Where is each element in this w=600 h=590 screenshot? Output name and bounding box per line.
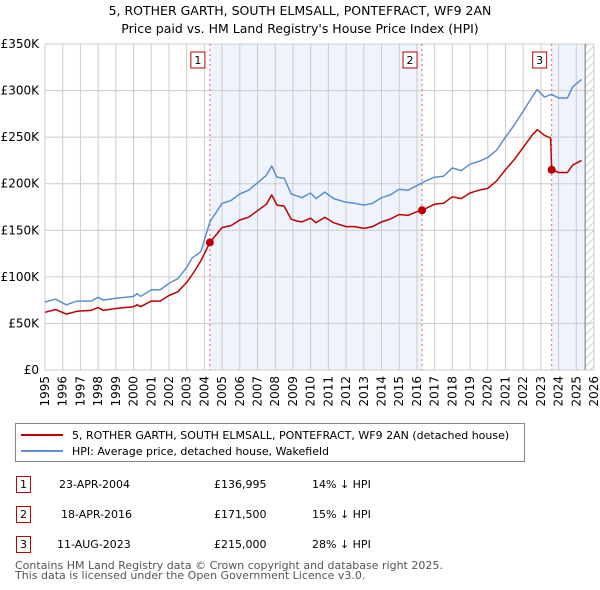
x-tick-label: 2008 — [268, 376, 282, 407]
y-tick-label: £300K — [1, 84, 41, 98]
y-tick-label: £150K — [1, 223, 41, 237]
x-tick-label: 2005 — [215, 376, 229, 407]
x-tick-label: 2015 — [392, 376, 406, 407]
x-tick-label: 2009 — [286, 376, 300, 407]
x-tick-label: 2023 — [534, 376, 548, 407]
table-row: 2 18-APR-2016 £171,500 15% ↓ HPI — [0, 506, 600, 526]
x-tick-label: 2026 — [587, 376, 600, 407]
x-tick-label: 2000 — [127, 376, 141, 407]
attribution-line-1: Contains HM Land Registry data © Crown c… — [15, 559, 443, 572]
x-tick-label: 1996 — [56, 376, 70, 407]
sale-marker-number: 1 — [194, 54, 201, 67]
x-tick-label: 2010 — [304, 376, 318, 407]
price-chart: £0 £50K £100K £150K £200K £250K £300K £350K 199… — [1, 37, 600, 407]
sale-price: £171,500 — [214, 508, 267, 521]
x-tick-label: 1995 — [38, 376, 52, 407]
sale-marker-box — [532, 51, 548, 69]
sale-point — [418, 206, 427, 215]
sale-date: 11-AUG-2023 — [57, 538, 131, 551]
x-tick-label: 2016 — [410, 376, 424, 407]
chart-title: 5, ROTHER GARTH, SOUTH ELMSALL, PONTEFRA… — [108, 3, 492, 18]
sale-number-badge: 1 — [16, 476, 31, 493]
sale-price: £215,000 — [214, 538, 267, 551]
y-tick-label: £0 — [24, 363, 39, 377]
x-tick-label: 1998 — [91, 376, 105, 407]
chart-legend: 5, ROTHER GARTH, SOUTH ELMSALL, PONTEFRA… — [15, 423, 525, 462]
attribution-line-2: This data is licensed under the Open Gov… — [15, 569, 366, 582]
x-tick-label: 2006 — [233, 376, 247, 407]
x-tick-label: 2013 — [357, 376, 371, 407]
legend-label-hpi: HPI: Average price, detached house, Wake… — [72, 444, 330, 458]
y-tick-label: £50K — [8, 316, 40, 330]
forecast-hatch — [585, 44, 594, 370]
sale-point — [205, 238, 214, 247]
x-tick-label: 2025 — [569, 376, 583, 407]
x-tick-label: 2018 — [445, 376, 459, 407]
sale-marker-label: 3 — [532, 51, 548, 69]
price-paid-line — [44, 128, 582, 315]
x-tick-label: 2004 — [197, 376, 211, 407]
y-tick-label: £350K — [1, 37, 41, 51]
x-tick-label: 2001 — [144, 376, 158, 407]
sale-marker-label: 2 — [402, 51, 418, 69]
sale-marker-number: 3 — [536, 54, 543, 67]
x-tick-label: 2020 — [481, 376, 495, 407]
x-tick-label: 2019 — [463, 376, 477, 407]
table-row: 1 23-APR-2004 £136,995 14% ↓ HPI — [0, 476, 600, 496]
sale-marker-label: 1 — [190, 51, 206, 69]
hpi-line — [44, 78, 583, 306]
y-tick-label: £100K — [1, 270, 41, 284]
sale-marker-box — [190, 51, 206, 69]
x-tick-label: 2007 — [251, 376, 265, 407]
x-tick-label: 2022 — [516, 376, 530, 407]
x-tick-label: 2021 — [498, 376, 512, 407]
sale-number-badge: 3 — [16, 536, 31, 553]
attribution-footer: Contains HM Land Registry data © Crown c… — [15, 559, 443, 582]
x-tick-label: 1999 — [109, 376, 123, 407]
x-tick-label: 2002 — [162, 376, 176, 407]
x-tick-label: 1997 — [73, 376, 87, 407]
legend-label-price-paid: 5, ROTHER GARTH, SOUTH ELMSALL, PONTEFRA… — [72, 428, 510, 442]
x-tick-label: 2003 — [180, 376, 194, 407]
legend-swatch-price-paid — [21, 434, 63, 436]
x-tick-label: 2017 — [428, 376, 442, 407]
y-tick-label: £250K — [1, 130, 41, 144]
x-tick-label: 2014 — [374, 376, 388, 407]
shaded-period — [209, 44, 423, 370]
sale-hpi-diff: 14% ↓ HPI — [312, 478, 371, 491]
sale-hpi-diff: 15% ↓ HPI — [312, 508, 371, 521]
sale-hpi-diff: 28% ↓ HPI — [312, 538, 371, 551]
x-tick-label: 2011 — [321, 376, 335, 407]
sale-number-badge: 2 — [16, 506, 31, 523]
chart-subtitle: Price paid vs. HM Land Registry's House … — [121, 21, 479, 36]
x-tick-label: 2024 — [552, 376, 566, 407]
sale-date: 18-APR-2016 — [61, 508, 133, 521]
sale-marker-box — [402, 51, 418, 69]
y-tick-label: £200K — [1, 177, 41, 191]
legend-swatch-hpi — [21, 450, 63, 452]
sale-point — [547, 165, 556, 174]
sale-date: 23-APR-2004 — [59, 478, 131, 491]
sale-price: £136,995 — [214, 478, 267, 491]
x-tick-label: 2012 — [339, 376, 353, 407]
sale-marker-number: 2 — [407, 54, 414, 67]
table-row: 3 11-AUG-2023 £215,000 28% ↓ HPI — [0, 536, 600, 556]
shaded-period — [551, 44, 586, 370]
